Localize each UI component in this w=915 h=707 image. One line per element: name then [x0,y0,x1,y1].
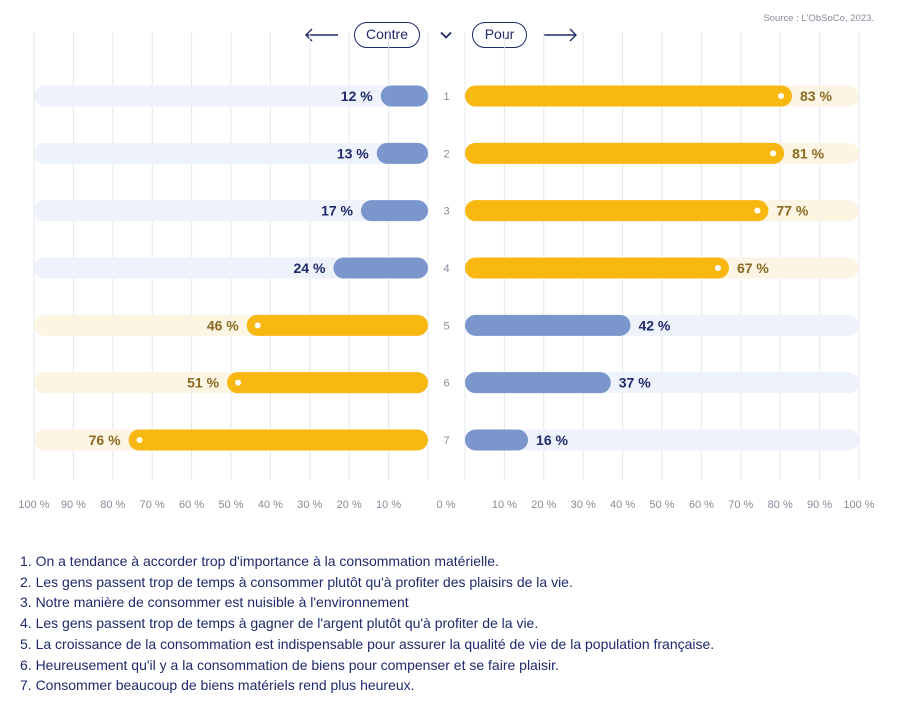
contre-track [34,142,428,164]
legend-item: 6. Heureusement qu'il y a la consommatio… [20,656,559,673]
x-tick-label: 40 % [258,499,283,511]
x-tick-label: 60 % [179,499,204,511]
contre-value-label: 51 % [187,375,219,391]
contre-bar-dot [136,436,143,443]
x-tick-label: 100 % [18,499,49,511]
x-tick-label: 10 % [492,499,517,511]
pour-value-label: 77 % [776,203,808,219]
pour-bar [465,85,793,107]
x-tick-label: 80 % [768,499,793,511]
contre-value-label: 24 % [294,260,326,276]
pour-bar-dot [754,207,761,214]
x-tick-label: 10 % [376,499,401,511]
contre-track [34,200,428,222]
category-label: 5 [443,320,449,332]
pour-bar [465,257,729,279]
contre-bar-dot [235,379,242,386]
pour-bar-dot [714,264,721,271]
pour-bar-dot [778,93,785,99]
diverging-bar-chart: 100 % 90 % 80 % 70 % 60 % 50 % 40 % 30 % 20 % 10 … [18,32,875,511]
pour-button[interactable]: Pour [472,22,527,48]
pour-value-label: 67 % [737,260,769,276]
legend-item: 3. Notre manière de consommer est nuisib… [20,594,409,611]
legend-item: 4. Les gens passent trop de temps à gagn… [20,615,539,632]
pour-bar-dot [770,150,777,157]
x-tick-label: 30 % [571,499,596,511]
contre-bar [246,314,428,336]
x-tick-label: 0 % [437,499,456,511]
contre-track [34,85,428,107]
x-tick-label: 100 % [843,499,874,511]
x-tick-label: 60 % [689,499,714,511]
contre-value-label: 46 % [207,317,239,333]
pour-value-label: 83 % [800,88,832,104]
x-tick-label: 20 % [337,499,362,511]
category-label: 2 [443,148,449,160]
category-label: 6 [443,378,449,390]
x-tick-label: 80 % [100,499,125,511]
contre-bar [380,85,428,107]
contre-value-label: 17 % [321,203,353,219]
x-tick-label: 90 % [807,499,832,511]
pour-value-label: 42 % [638,317,670,333]
contre-bar-dot [254,322,261,329]
contre-bar [361,200,428,222]
contre-bar [376,142,428,164]
contre-bar [333,257,428,279]
x-tick-label: 70 % [728,499,753,511]
x-tick-label: 50 % [218,499,243,511]
x-tick-label: 30 % [297,499,322,511]
legend-item: 2. Les gens passent trop de temps à cons… [20,573,573,590]
pour-bar [465,372,611,394]
pour-track [465,429,859,451]
contre-button[interactable]: Contre [354,22,420,48]
contre-track [34,257,428,279]
contre-value-label: 76 % [89,432,121,448]
category-label: 7 [443,435,449,447]
pour-bar [465,314,631,336]
x-tick-label: 50 % [649,499,674,511]
arrow-right-icon [544,28,577,42]
pour-bar [465,429,529,451]
pour-bar [465,142,785,164]
contre-value-label: 12 % [341,88,373,104]
legend-item: 1. On a tendance à accorder trop d'impor… [20,553,499,569]
contre-value-label: 13 % [337,145,369,161]
category-label: 1 [443,91,449,103]
legend-item: 7. Consommer beaucoup de biens matériels… [20,677,415,694]
category-label: 3 [443,206,449,218]
legend-item: 5. La croissance de la consommation est … [20,635,715,652]
contre-bar [227,372,428,394]
x-tick-label: 40 % [610,499,635,511]
pour-bar [465,200,769,222]
chevron-down-icon[interactable] [440,31,452,39]
pour-value-label: 81 % [792,145,824,161]
x-tick-label: 70 % [140,499,165,511]
x-tick-label: 20 % [531,499,556,511]
x-tick-label: 90 % [61,499,86,511]
pour-value-label: 16 % [536,432,568,448]
source-note: Source : L'ObSoCo, 2023. [763,13,874,24]
category-label: 4 [443,263,449,275]
statement-legend: 1. On a tendance à accorder trop d'impor… [20,551,714,696]
pour-value-label: 37 % [619,375,651,391]
contre-bar [128,429,428,451]
